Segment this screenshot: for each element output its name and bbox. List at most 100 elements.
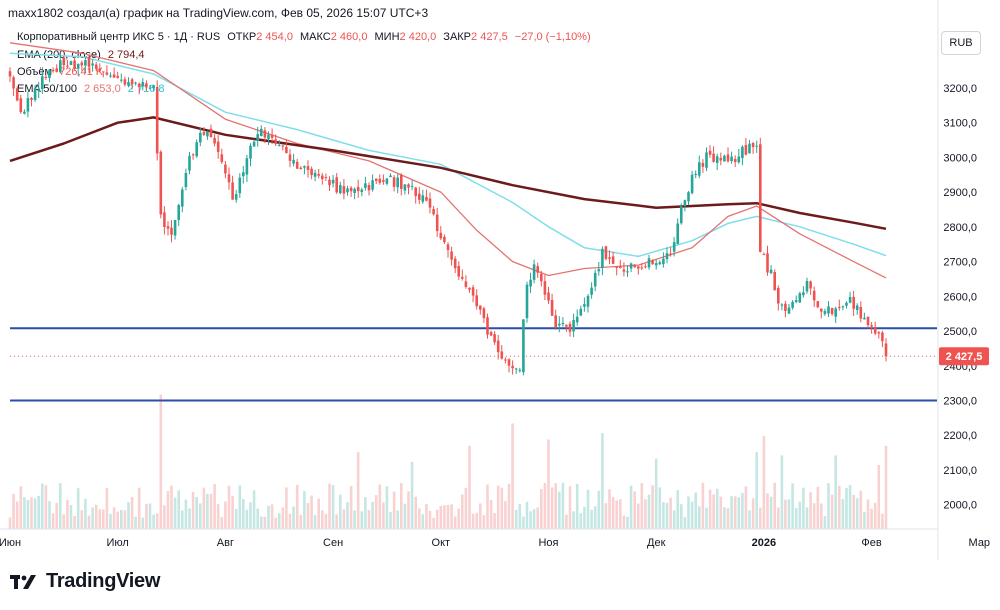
volume-bar bbox=[479, 503, 482, 529]
candle-body bbox=[759, 144, 762, 252]
volume-bar bbox=[845, 487, 848, 529]
candle-body bbox=[838, 307, 841, 308]
candle-body bbox=[870, 325, 873, 327]
volume-bar bbox=[410, 461, 414, 529]
candle-body bbox=[382, 180, 385, 182]
volume-bar bbox=[292, 506, 295, 529]
candle-body bbox=[281, 145, 285, 147]
tradingview-logo[interactable]: TradingView bbox=[10, 570, 160, 593]
candle-body bbox=[159, 151, 163, 215]
volume-bar bbox=[755, 452, 758, 529]
currency-button[interactable]: RUB bbox=[941, 31, 981, 55]
candle-body bbox=[152, 85, 155, 89]
candle-body bbox=[863, 317, 866, 320]
candle-body bbox=[723, 155, 726, 162]
x-tick-label: Июн bbox=[0, 537, 21, 549]
candle-body bbox=[540, 273, 543, 282]
volume-bar bbox=[500, 487, 504, 529]
volume-bar bbox=[367, 510, 371, 529]
volume-bar bbox=[597, 490, 601, 529]
candle-body bbox=[500, 351, 504, 359]
y-tick-label: 3200,0 bbox=[943, 83, 977, 95]
volume-bar bbox=[260, 516, 263, 529]
candle-body bbox=[855, 305, 859, 311]
price-chart[interactable]: 2000,02100,02200,02300,02400,02500,02600… bbox=[0, 0, 1000, 560]
volume-bar bbox=[644, 499, 647, 529]
candle-body bbox=[26, 98, 30, 112]
candle-body bbox=[748, 143, 751, 154]
candle-body bbox=[209, 128, 213, 138]
volume-bar bbox=[137, 487, 141, 529]
volume-bar bbox=[493, 513, 496, 529]
volume-bar bbox=[802, 487, 805, 529]
candle-body bbox=[231, 182, 234, 200]
volume-bar bbox=[84, 498, 87, 529]
candle-body bbox=[751, 143, 755, 148]
volume-bar bbox=[744, 486, 748, 529]
candle-body bbox=[859, 307, 863, 319]
candle-body bbox=[820, 308, 823, 312]
volume-bar bbox=[242, 499, 245, 529]
volume-bar bbox=[777, 507, 780, 529]
candle-body bbox=[184, 173, 188, 187]
candle-body bbox=[349, 187, 353, 192]
candle-body bbox=[708, 150, 712, 155]
volume-bar bbox=[252, 490, 256, 529]
candle-body bbox=[163, 212, 166, 227]
candle-body bbox=[371, 180, 374, 190]
volume-bar bbox=[134, 516, 137, 529]
legend-close-label: ЗАКР bbox=[443, 31, 472, 43]
candle-body bbox=[852, 296, 855, 309]
candle-body bbox=[356, 186, 360, 192]
volume-bar bbox=[712, 494, 715, 529]
volume-bar bbox=[356, 452, 360, 529]
volume-bar bbox=[145, 503, 148, 529]
legend-symbol[interactable]: Корпоративный центр ИКС 5 · 1Д · RUS bbox=[17, 31, 221, 43]
candle-body bbox=[669, 253, 672, 255]
volume-bar bbox=[468, 445, 471, 529]
candle-body bbox=[181, 189, 184, 207]
candle-body bbox=[105, 72, 109, 75]
candle-body bbox=[295, 161, 299, 169]
candle-body bbox=[637, 266, 640, 269]
legend-symbol-row[interactable]: Корпоративный центр ИКС 5 · 1Д · RUS ОТК… bbox=[17, 31, 595, 43]
candle-body bbox=[166, 226, 170, 229]
volume-bar bbox=[773, 482, 776, 529]
candle-body bbox=[400, 175, 403, 189]
volume-bar bbox=[622, 515, 626, 529]
volume-bar bbox=[141, 517, 145, 529]
candle-body bbox=[532, 264, 536, 280]
volume-bar bbox=[547, 439, 550, 529]
volume-bar bbox=[471, 513, 475, 529]
candle-body bbox=[120, 79, 123, 81]
volume-bar bbox=[550, 487, 554, 529]
legend-ema-pair-label[interactable]: EMA 50/100 bbox=[17, 83, 77, 95]
volume-bar bbox=[353, 510, 356, 529]
volume-bar bbox=[540, 489, 543, 529]
volume-bar bbox=[378, 484, 382, 529]
volume-bar bbox=[759, 507, 762, 529]
candle-body bbox=[234, 194, 238, 200]
legend-low: 2 420,0 bbox=[399, 31, 437, 43]
legend-volume-label[interactable]: Объём bbox=[17, 66, 53, 78]
volume-bar bbox=[683, 517, 687, 529]
volume-bar bbox=[461, 494, 464, 529]
tick-labels-layer: 2000,02100,02200,02300,02400,02500,02600… bbox=[0, 83, 990, 549]
volume-bar bbox=[680, 504, 683, 529]
volume-bar bbox=[245, 509, 249, 529]
candle-body bbox=[644, 266, 647, 268]
volume-bar bbox=[881, 513, 884, 529]
candle-body bbox=[579, 308, 583, 316]
volume-bar bbox=[769, 496, 773, 529]
volume-bar bbox=[855, 498, 859, 529]
volume-bar bbox=[751, 498, 755, 529]
volume-bar bbox=[26, 500, 30, 529]
candle-body bbox=[134, 82, 137, 84]
candle-body bbox=[116, 75, 119, 78]
candle-body bbox=[683, 200, 687, 206]
candle-body bbox=[877, 332, 881, 334]
y-tick-label: 2600,0 bbox=[943, 291, 977, 303]
volume-bar bbox=[615, 500, 618, 529]
candle-body bbox=[593, 272, 597, 287]
volume-bar bbox=[216, 504, 220, 529]
